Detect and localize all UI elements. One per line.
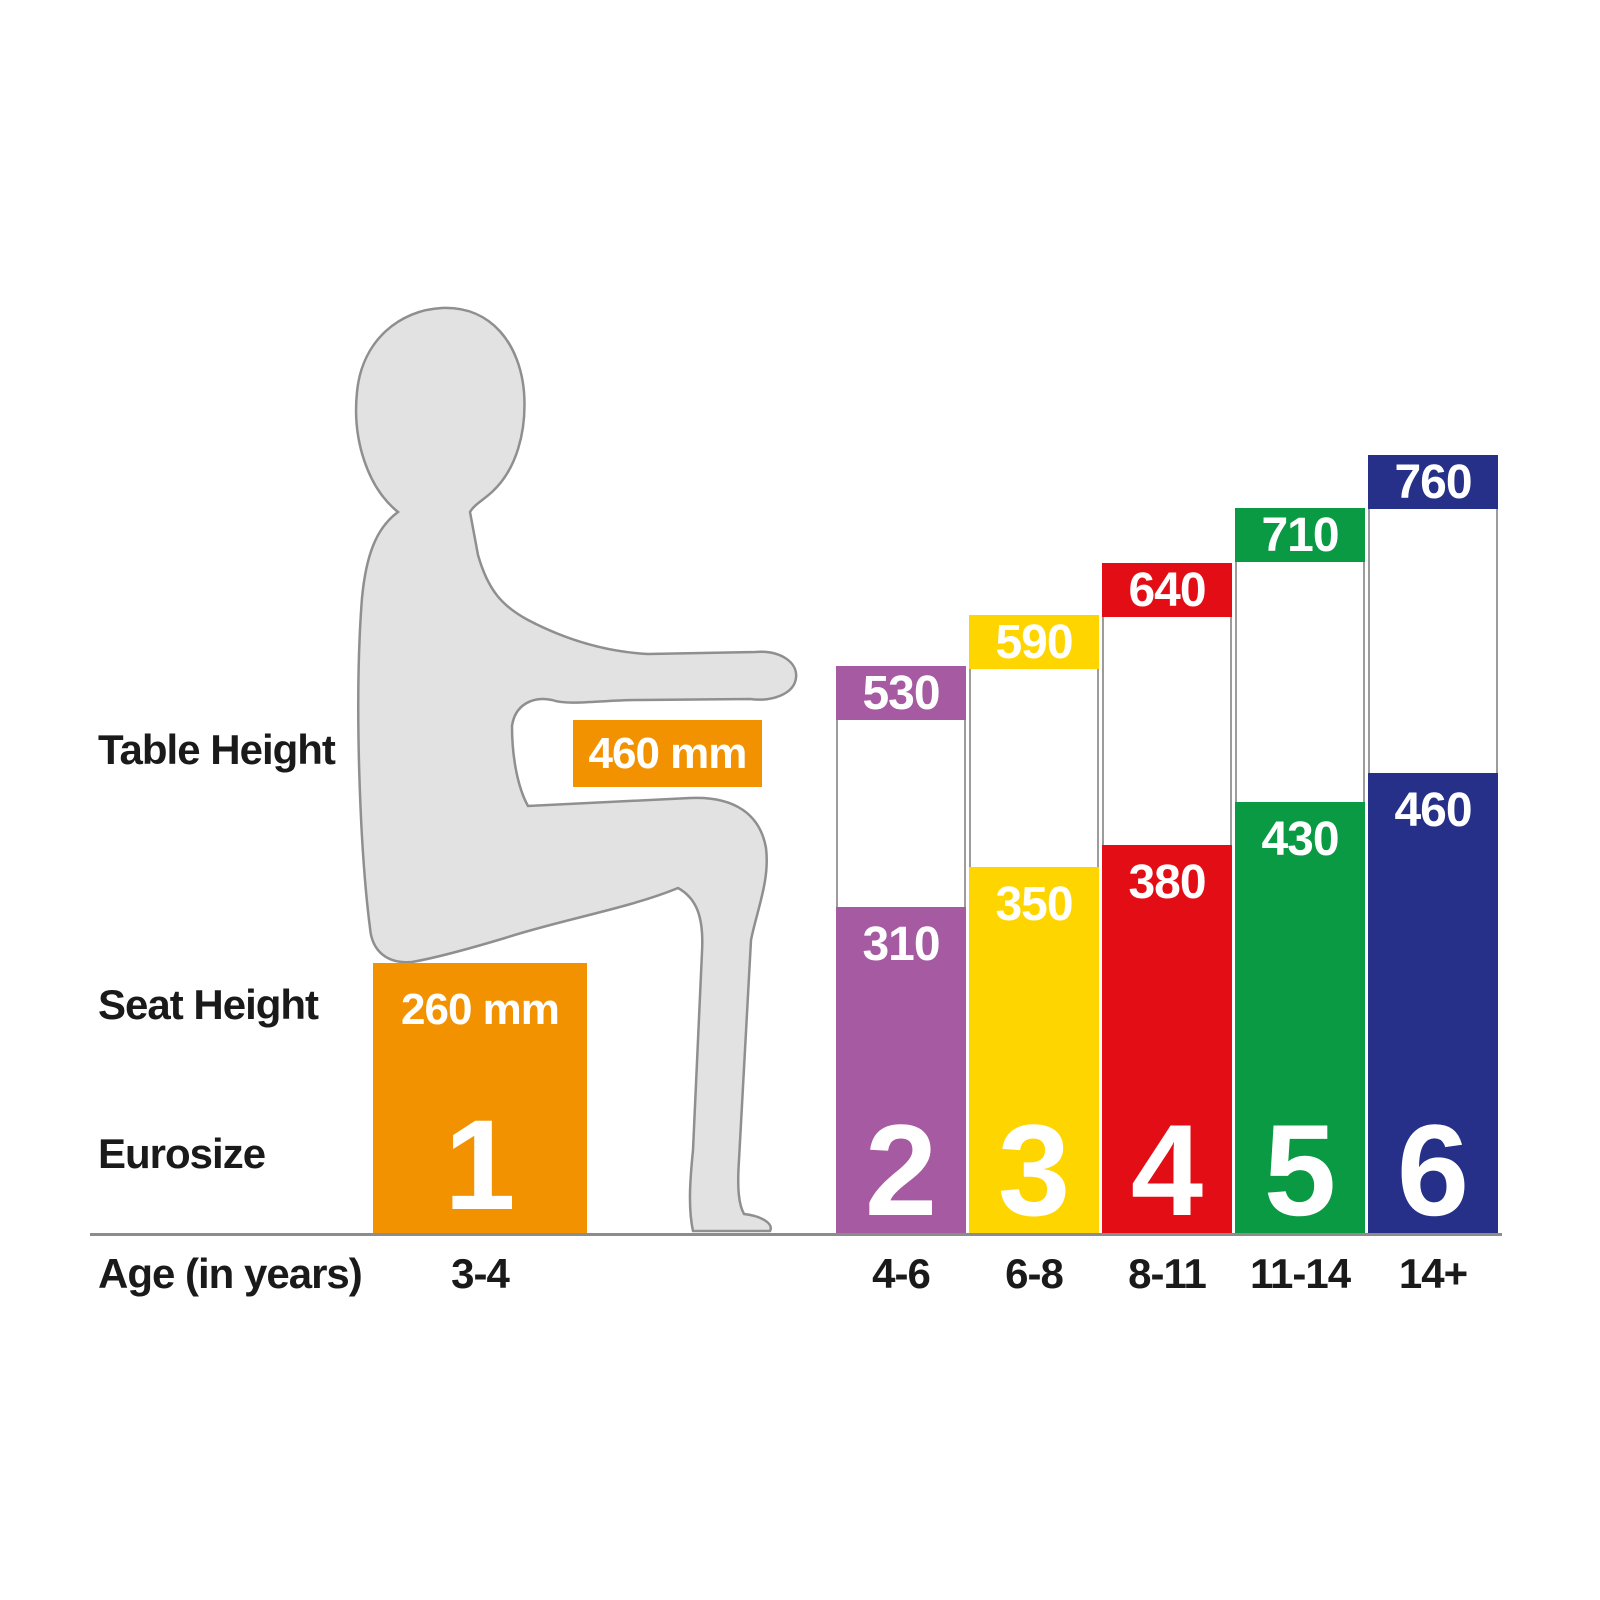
column-gap-3 xyxy=(969,669,1099,867)
eurosize-row-label: Eurosize xyxy=(98,1130,266,1177)
eurosize-2-numeral: 2 xyxy=(864,1096,938,1243)
column-gap-5 xyxy=(1235,562,1365,802)
seat-block-6: 460 6 xyxy=(1368,773,1498,1235)
eurosize-1-numeral: 1 xyxy=(444,1094,516,1238)
seat-height-value-6: 460 xyxy=(1394,784,1472,837)
table-height-value-6: 760 xyxy=(1368,455,1498,509)
age-value-size5: 11-14 xyxy=(1249,1250,1351,1297)
table-height-value-2: 530 xyxy=(836,666,966,720)
table-height-row-label: Table Height xyxy=(98,726,336,773)
size-column-2: 530 310 2 xyxy=(836,666,966,1235)
eurosize-5-numeral: 5 xyxy=(1263,1096,1337,1243)
seat-block-3: 350 3 xyxy=(969,867,1099,1235)
size-column-3: 590 350 3 xyxy=(969,615,1099,1235)
size-column-5: 710 430 5 xyxy=(1235,508,1365,1235)
eurosize-4-numeral: 4 xyxy=(1130,1096,1204,1243)
seat-height-value-4: 380 xyxy=(1128,856,1206,909)
age-value-size6: 14+ xyxy=(1398,1250,1468,1297)
age-row-label: Age (in years) xyxy=(98,1250,363,1297)
seat-block-4: 380 4 xyxy=(1102,845,1232,1235)
column-gap-2 xyxy=(836,720,966,907)
seat-block-2: 310 2 xyxy=(836,907,966,1235)
size-column-4: 640 380 4 xyxy=(1102,563,1232,1235)
table-height-value-5: 710 xyxy=(1235,508,1365,562)
seat-block-5: 430 5 xyxy=(1235,802,1365,1235)
column-gap-6 xyxy=(1368,509,1498,773)
eurosize-6-numeral: 6 xyxy=(1396,1096,1470,1243)
age-value-size4: 8-11 xyxy=(1128,1250,1207,1297)
reference-table-height-box: 460 mm xyxy=(573,720,762,787)
age-value-size3: 6-8 xyxy=(1005,1250,1064,1297)
age-value-size2: 4-6 xyxy=(872,1250,931,1297)
ground-baseline xyxy=(90,1233,1502,1236)
column-gap-4 xyxy=(1102,617,1232,845)
age-value-size1: 3-4 xyxy=(451,1250,510,1297)
reference-seat-block: 260 mm 1 xyxy=(373,963,587,1235)
seat-height-value-3: 350 xyxy=(995,878,1073,931)
size-column-6: 760 460 6 xyxy=(1368,455,1498,1235)
seat-height-value-5: 430 xyxy=(1261,813,1339,866)
reference-seat-height-value: 260 mm xyxy=(401,985,560,1034)
table-height-value-4: 640 xyxy=(1102,563,1232,617)
eurosize-3-numeral: 3 xyxy=(997,1096,1071,1243)
seat-height-value-2: 310 xyxy=(862,918,940,971)
seat-height-row-label: Seat Height xyxy=(98,981,319,1028)
table-height-value-3: 590 xyxy=(969,615,1099,669)
